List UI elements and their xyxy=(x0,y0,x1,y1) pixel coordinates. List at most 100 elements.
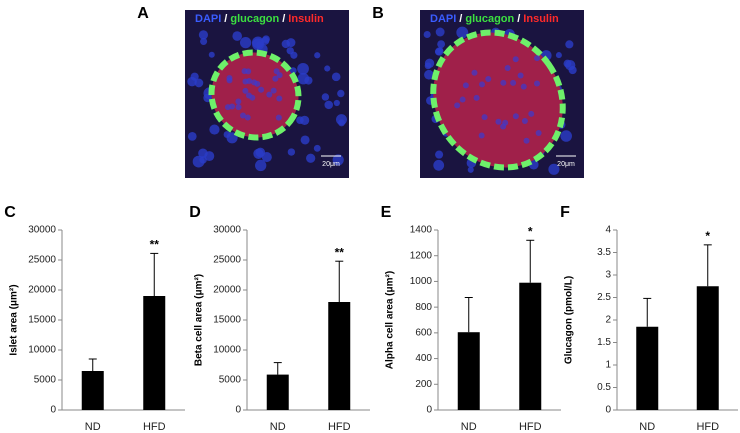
y-tick-label: 25000 xyxy=(213,255,241,266)
nucleus xyxy=(204,151,215,162)
panel-label: B xyxy=(372,5,384,22)
y-tick-label: 400 xyxy=(415,353,432,364)
error-bar xyxy=(643,297,652,327)
x-tick-label: HFD xyxy=(143,421,166,433)
nucleus xyxy=(512,113,519,120)
nucleus xyxy=(198,30,209,40)
nucleus xyxy=(548,163,560,175)
nucleus xyxy=(467,166,474,173)
bar xyxy=(81,371,104,410)
panel-label: E xyxy=(381,204,392,221)
nucleus xyxy=(254,80,261,87)
panel-label: F xyxy=(560,204,570,221)
error-bar xyxy=(464,297,473,333)
bar xyxy=(636,326,659,410)
y-tick-label: 2 xyxy=(605,315,611,326)
bar xyxy=(696,286,719,410)
y-tick-label: 10000 xyxy=(213,345,241,356)
y-tick-label: 2.5 xyxy=(597,292,611,303)
nucleus xyxy=(270,87,277,94)
nucleus xyxy=(324,100,333,110)
significance: * xyxy=(528,224,533,238)
nucleus xyxy=(194,78,204,88)
error-bar xyxy=(526,239,535,283)
nucleus xyxy=(528,110,535,117)
y-tick-label: 15000 xyxy=(28,315,56,326)
y-tick-label: 0 xyxy=(605,405,611,416)
y-tick-label: 4 xyxy=(605,225,611,236)
y-tick-label: 5000 xyxy=(219,375,242,386)
nucleus xyxy=(478,132,485,139)
y-tick-label: 3.5 xyxy=(597,247,611,258)
error-bar xyxy=(88,358,97,371)
nucleus xyxy=(300,135,310,145)
x-tick-label: ND xyxy=(461,421,477,433)
nucleus xyxy=(261,152,272,163)
nucleus xyxy=(187,132,197,141)
islet xyxy=(430,29,566,171)
nucleus xyxy=(276,95,283,102)
nucleus xyxy=(481,114,488,121)
y-axis-label: Beta cell area (μm²) xyxy=(194,274,205,366)
nucleus xyxy=(313,144,321,152)
y-tick-label: 1000 xyxy=(410,276,433,287)
separator: / xyxy=(224,13,227,25)
nucleus xyxy=(560,130,572,142)
nucleus xyxy=(245,68,252,75)
nucleus xyxy=(504,65,511,72)
y-tick-label: 600 xyxy=(415,327,432,338)
x-tick-label: HFD xyxy=(328,421,351,433)
nucleus xyxy=(240,112,247,119)
scale-bar-label: 20μm xyxy=(557,161,575,168)
stain-name: DAPI xyxy=(430,13,456,25)
error-bar xyxy=(150,252,159,296)
y-tick-label: 20000 xyxy=(213,285,241,296)
nucleus xyxy=(423,30,431,39)
nucleus xyxy=(321,93,330,101)
nucleus xyxy=(266,91,273,98)
x-tick-label: ND xyxy=(85,421,101,433)
nucleus xyxy=(473,94,480,101)
nucleus xyxy=(332,154,344,166)
y-tick-label: 0 xyxy=(235,405,241,416)
nucleus xyxy=(258,86,265,93)
nucleus xyxy=(517,72,524,79)
nucleus xyxy=(510,79,517,86)
nucleus xyxy=(565,59,576,71)
nucleus xyxy=(523,137,530,144)
panel-label: D xyxy=(189,204,201,221)
nucleus xyxy=(471,69,478,76)
nucleus xyxy=(495,118,502,125)
nucleus xyxy=(306,153,316,163)
nucleus xyxy=(296,116,304,125)
separator: / xyxy=(282,13,285,25)
y-tick-label: 0 xyxy=(50,405,56,416)
panel-label: C xyxy=(4,204,16,221)
y-axis-label: Glucagon (pmol/L) xyxy=(564,276,575,364)
nucleus xyxy=(435,27,445,37)
nucleus xyxy=(520,83,527,90)
nucleus xyxy=(528,159,539,170)
nucleus xyxy=(456,26,469,39)
y-tick-label: 20000 xyxy=(28,285,56,296)
x-tick-label: HFD xyxy=(519,421,542,433)
bar xyxy=(143,296,166,410)
nucleus xyxy=(424,69,434,80)
stain-legend: DAPI / glucagon / Insulin xyxy=(195,13,324,25)
scale-bar-label: 20μm xyxy=(322,161,340,168)
y-tick-label: 0.5 xyxy=(597,382,611,393)
nucleus xyxy=(555,52,562,59)
panel-label: A xyxy=(137,5,149,22)
nucleus xyxy=(485,75,492,82)
nucleus xyxy=(253,148,264,159)
y-tick-label: 30000 xyxy=(213,225,241,236)
nucleus xyxy=(565,40,574,49)
nucleus xyxy=(337,89,345,98)
y-tick-label: 200 xyxy=(415,379,432,390)
nucleus xyxy=(229,103,236,110)
x-tick-label: ND xyxy=(270,421,286,433)
y-tick-label: 25000 xyxy=(28,255,56,266)
x-tick-label: ND xyxy=(639,421,655,433)
y-tick-label: 1.5 xyxy=(597,337,611,348)
nucleus xyxy=(297,72,310,85)
